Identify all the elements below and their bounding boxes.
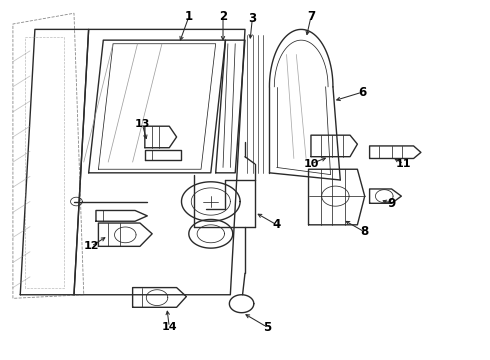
Text: 4: 4 bbox=[272, 218, 281, 231]
Text: 3: 3 bbox=[248, 12, 256, 25]
Text: 13: 13 bbox=[135, 120, 150, 129]
Text: 10: 10 bbox=[303, 159, 318, 169]
Text: 5: 5 bbox=[263, 320, 271, 333]
Text: 1: 1 bbox=[185, 10, 193, 23]
Text: 12: 12 bbox=[83, 241, 99, 251]
Text: 7: 7 bbox=[307, 10, 315, 23]
Text: 11: 11 bbox=[396, 159, 412, 169]
Text: 2: 2 bbox=[219, 10, 227, 23]
Text: 8: 8 bbox=[361, 225, 369, 238]
Text: 9: 9 bbox=[388, 197, 396, 210]
Text: 14: 14 bbox=[161, 322, 177, 332]
Text: 6: 6 bbox=[358, 86, 367, 99]
